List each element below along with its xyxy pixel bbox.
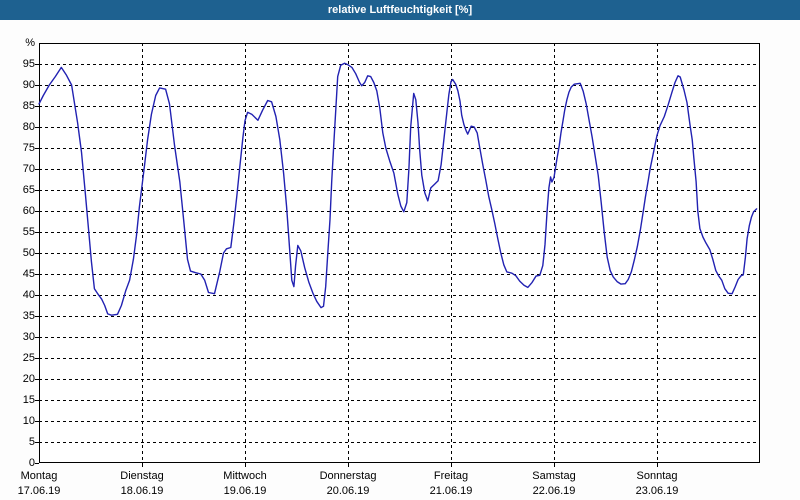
x-day-label: Samstag 22.06.19 — [502, 469, 606, 499]
y-tick-label: 20 — [22, 373, 35, 385]
day-name: Samstag — [532, 470, 576, 482]
humidity-series-line — [38, 62, 758, 316]
day-date: 18.06.19 — [120, 485, 164, 497]
x-day-label: Montag 17.06.19 — [0, 469, 91, 499]
day-date: 19.06.19 — [223, 485, 267, 497]
chart-plot-area[interactable] — [35, 43, 760, 467]
day-name: Montag — [20, 470, 58, 482]
y-axis-unit-label: % — [25, 37, 35, 49]
y-tick-label: 75 — [22, 142, 35, 154]
y-tick-label: 90 — [22, 79, 35, 91]
humidity-line-chart — [35, 43, 760, 467]
chart-region: 0 5 10 15 20 25 30 35 40 45 50 55 60 65 70 75 80 85 90 95% … — [0, 20, 800, 500]
day-date: 20.06.19 — [326, 485, 370, 497]
x-day-label: Freitag 21.06.19 — [399, 469, 503, 499]
y-tick-label: 80 — [22, 121, 35, 133]
x-day-label: Mittwoch 19.06.19 — [193, 469, 297, 499]
day-date: 21.06.19 — [429, 485, 473, 497]
y-tick-label: 60 — [22, 205, 35, 217]
y-tick-label: 50 — [22, 247, 35, 259]
day-date: 23.06.19 — [635, 485, 679, 497]
y-tick-label: 5 — [28, 436, 35, 448]
day-name: Mittwoch — [223, 470, 267, 482]
day-date: 22.06.19 — [532, 485, 576, 497]
y-tick-label: 25 — [22, 352, 35, 364]
y-tick-label: 45 — [22, 268, 35, 280]
y-tick-label: 70 — [22, 163, 35, 175]
day-date: 17.06.19 — [17, 485, 61, 497]
y-tick-label: 0 — [28, 457, 35, 469]
y-tick-label: 65 — [22, 184, 35, 196]
y-tick-label: 55 — [22, 226, 35, 238]
x-day-label: Sonntag 23.06.19 — [605, 469, 709, 499]
y-tick-label: 85 — [22, 100, 35, 112]
y-tick-label: 30 — [22, 331, 35, 343]
day-name: Sonntag — [636, 470, 678, 482]
y-tick-label: 15 — [22, 394, 35, 406]
day-name: Donnerstag — [319, 470, 377, 482]
day-name: Freitag — [433, 470, 469, 482]
plot-border — [39, 43, 760, 463]
x-day-label: Dienstag 18.06.19 — [90, 469, 194, 499]
x-day-label: Donnerstag 20.06.19 — [296, 469, 400, 499]
y-tick-label: 40 — [22, 289, 35, 301]
day-name: Dienstag — [120, 470, 164, 482]
y-tick-label: 35 — [22, 310, 35, 322]
window-title: relative Luftfeuchtigkeit [%] — [327, 4, 473, 16]
y-tick-label: 95 — [22, 58, 35, 70]
window-titlebar: relative Luftfeuchtigkeit [%] — [0, 0, 800, 20]
y-tick-label: 10 — [22, 415, 35, 427]
